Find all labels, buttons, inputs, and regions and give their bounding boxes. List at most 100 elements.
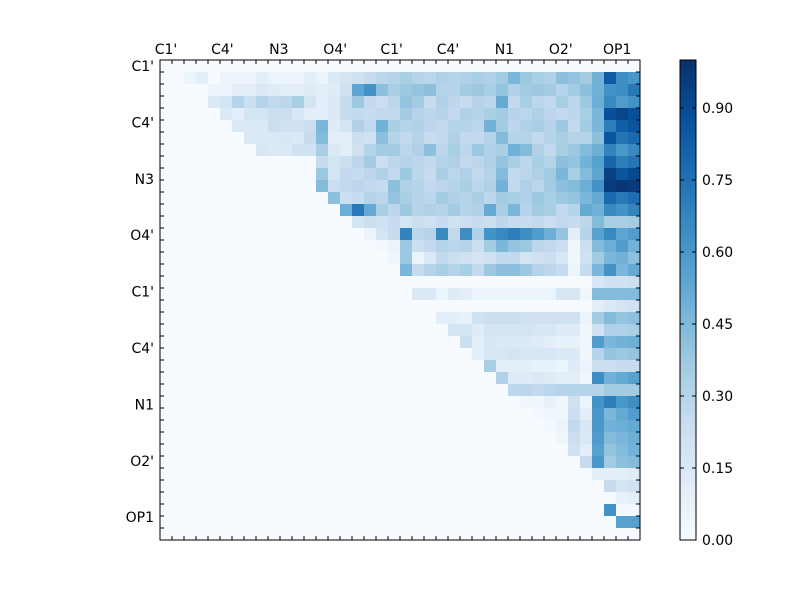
heatmap-cell [292, 312, 305, 325]
heatmap-cell [400, 120, 413, 133]
heatmap-cell [352, 180, 365, 193]
heatmap-cell [400, 60, 413, 73]
heatmap-cell [460, 108, 473, 121]
heatmap-cell [604, 240, 617, 253]
heatmap-cell [172, 192, 185, 205]
heatmap-cell [580, 288, 593, 301]
heatmap-cell [244, 360, 257, 373]
heatmap-cell [532, 468, 545, 481]
heatmap-cell [376, 312, 389, 325]
heatmap-cell [220, 240, 233, 253]
heatmap-cell [388, 360, 401, 373]
heatmap-cell [628, 156, 641, 169]
heatmap-cell [484, 180, 497, 193]
heatmap-cell [448, 96, 461, 109]
heatmap-cell [328, 360, 341, 373]
heatmap-cell [328, 216, 341, 229]
heatmap-cell [436, 432, 449, 445]
heatmap-cell [196, 408, 209, 421]
heatmap-cell [292, 132, 305, 145]
heatmap-cell [196, 480, 209, 493]
heatmap-cell [592, 228, 605, 241]
heatmap-cell [532, 132, 545, 145]
heatmap-cell [340, 180, 353, 193]
heatmap-cell [184, 252, 197, 265]
heatmap-cell [556, 372, 569, 385]
heatmap-cell [424, 468, 437, 481]
heatmap-cell [280, 324, 293, 337]
heatmap-cell [508, 144, 521, 157]
heatmap-cell [340, 156, 353, 169]
heatmap-cell [340, 516, 353, 529]
colorbar-tick-label: 0.30 [702, 389, 733, 405]
x-tick-label: C1' [380, 42, 403, 58]
heatmap-cell [628, 132, 641, 145]
heatmap-cell [280, 444, 293, 457]
heatmap-cell [520, 108, 533, 121]
heatmap-cell [388, 384, 401, 397]
heatmap-cell [496, 276, 509, 289]
heatmap-cell [544, 132, 557, 145]
heatmap-cell [388, 192, 401, 205]
heatmap-cell [484, 444, 497, 457]
heatmap-cell [472, 324, 485, 337]
heatmap-cell [484, 360, 497, 373]
heatmap-cell [520, 216, 533, 229]
heatmap-cell [508, 204, 521, 217]
heatmap-cell [232, 480, 245, 493]
heatmap-cell [316, 228, 329, 241]
heatmap-cell [376, 252, 389, 265]
heatmap-cell [244, 108, 257, 121]
heatmap-cell [340, 324, 353, 337]
heatmap-cell [556, 360, 569, 373]
heatmap-cell [184, 216, 197, 229]
heatmap-cell [604, 432, 617, 445]
heatmap-cell [220, 72, 233, 85]
heatmap-cell [160, 336, 173, 349]
heatmap-cell [412, 456, 425, 469]
heatmap-cell [340, 480, 353, 493]
heatmap-cell [616, 264, 629, 277]
heatmap-cell [400, 480, 413, 493]
heatmap-cell [592, 120, 605, 133]
heatmap-cell [328, 444, 341, 457]
heatmap-cell [520, 132, 533, 145]
heatmap-cell [496, 204, 509, 217]
heatmap-cell [292, 516, 305, 529]
heatmap-cell [160, 132, 173, 145]
heatmap-cell [184, 72, 197, 85]
heatmap-cell [244, 456, 257, 469]
heatmap-cell [364, 228, 377, 241]
heatmap-cell [556, 264, 569, 277]
heatmap-cell [628, 72, 641, 85]
heatmap-cell [256, 240, 269, 253]
heatmap-cell [460, 312, 473, 325]
heatmap-cell [496, 336, 509, 349]
heatmap-cell [340, 252, 353, 265]
heatmap-cell [328, 252, 341, 265]
heatmap-cell [208, 336, 221, 349]
heatmap-cell [568, 300, 581, 313]
heatmap-cell [460, 288, 473, 301]
heatmap-cell [220, 60, 233, 73]
heatmap-cell [436, 312, 449, 325]
heatmap-cell [580, 144, 593, 157]
heatmap-cell [532, 228, 545, 241]
heatmap-cell [304, 312, 317, 325]
heatmap-cell [592, 408, 605, 421]
heatmap-cell [280, 180, 293, 193]
heatmap-cell [484, 336, 497, 349]
heatmap-cell [328, 528, 341, 541]
heatmap-cell [376, 336, 389, 349]
heatmap-cell [196, 168, 209, 181]
colorbar-tick-label: 0.00 [702, 533, 733, 549]
heatmap-cell [556, 84, 569, 97]
heatmap-cell [460, 432, 473, 445]
heatmap-cell [364, 276, 377, 289]
heatmap-cell [292, 168, 305, 181]
heatmap-cell [256, 180, 269, 193]
heatmap-cell [184, 60, 197, 73]
heatmap-cell [208, 72, 221, 85]
heatmap-cell [268, 204, 281, 217]
heatmap-cell [196, 444, 209, 457]
